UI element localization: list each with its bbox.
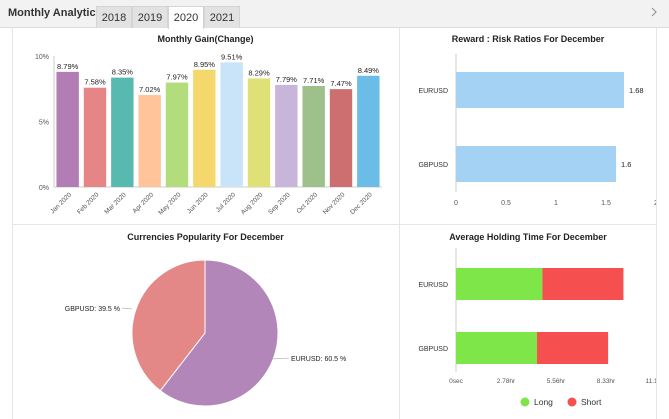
y-tick-label: 10% [35, 54, 49, 61]
bar-data-label: 8.49% [358, 66, 380, 75]
x-tick-label: Apr 2020 [131, 191, 155, 215]
x-tick-label: Jun 2020 [186, 191, 210, 215]
x-tick-label: Jul 2020 [215, 191, 238, 214]
bar [165, 82, 189, 187]
holding-time-title: Average Holding Time For December [449, 232, 607, 242]
y-tick-label: 0% [39, 185, 49, 192]
x-tick-label: Sep 2020 [267, 191, 292, 216]
legend-swatch [567, 397, 577, 407]
x-tick-label: Dec 2020 [349, 191, 374, 216]
x-tick-label: 2 [654, 200, 656, 207]
bar [275, 84, 298, 187]
bar [456, 72, 624, 108]
bar-data-label: 7.97% [166, 73, 188, 82]
holding-time-chart: EURUSD GBPUSD 0sec 2.78hr 5.56hr 8.33hr 11.11h… [418, 248, 656, 407]
y-tick-label: EURUSD [418, 282, 448, 289]
x-tick-label: 5.56hr [547, 378, 566, 385]
tab-2020[interactable]: 2020 [168, 6, 204, 29]
pie-slice-label: EURUSD: 60.5 % [291, 356, 346, 363]
monthly-gain-chart: 0% 5% 10% 8.79% Jan 2020 7.58% Feb 2020 8.35% Ma… [35, 52, 382, 217]
x-tick-label: 1 [554, 200, 558, 207]
x-tick-label: Nov 2020 [322, 191, 347, 216]
x-tick-label: 8.33hr [597, 378, 616, 385]
currencies-popularity-chart: EURUSD: 60.5 % GBPUSD: 39.5 % [65, 259, 346, 407]
top-bar: Monthly Analytics 2018 2019 2020 2021 [0, 0, 669, 29]
bar [329, 89, 353, 187]
tab-2019[interactable]: 2019 [132, 6, 168, 28]
y-tick-label: GBPUSD [418, 162, 448, 169]
x-tick-label: Feb 2020 [76, 191, 101, 216]
x-tick-label: Oct 2020 [295, 191, 319, 215]
bar-data-label: 9.51% [221, 52, 243, 61]
bar-data-label: 1.6 [621, 160, 631, 169]
bar-data-label: 7.58% [84, 78, 106, 87]
panel-divider-vertical [399, 28, 400, 419]
x-tick-label: Mar 2020 [103, 191, 128, 216]
x-tick-label: 0 [454, 200, 458, 207]
bar [302, 85, 325, 187]
panel-divider-horizontal [12, 224, 657, 225]
bar-short [542, 268, 624, 300]
pie-label-line [121, 307, 133, 310]
bar-data-label: 1.68 [629, 86, 644, 95]
bar [357, 75, 380, 187]
page-title: Monthly Analytics [8, 7, 102, 19]
x-tick-label: 1.5 [601, 200, 611, 207]
bar-data-label: 8.79% [57, 62, 79, 71]
bar [193, 69, 216, 187]
bar [138, 95, 161, 187]
bar-long [456, 332, 538, 364]
bar-data-label: 7.71% [303, 76, 325, 85]
bar [111, 77, 134, 187]
pie-slice-label: GBPUSD: 39.5 % [65, 306, 120, 313]
x-tick-label: 0sec [449, 378, 463, 385]
y-tick-label: 5% [39, 120, 49, 127]
bar [247, 78, 271, 187]
bar-data-label: 7.79% [276, 75, 298, 84]
y-tick-label: EURUSD [418, 88, 448, 95]
x-tick-label: Jan 2020 [49, 191, 73, 215]
bar-data-label: 7.47% [330, 79, 352, 88]
panel-border-left [12, 28, 13, 419]
bar-data-label: 8.29% [248, 68, 270, 77]
bar-data-label: 8.95% [194, 60, 216, 69]
x-tick-label: 11.11hr [645, 378, 656, 385]
bar-long [456, 268, 543, 300]
x-tick-label: Aug 2020 [240, 191, 265, 216]
x-tick-label: 2.78hr [497, 378, 516, 385]
tab-2018[interactable]: 2018 [96, 6, 132, 28]
bar [220, 62, 243, 187]
pie-slice [131, 259, 206, 392]
legend-label: Short [581, 397, 602, 407]
bar [56, 71, 79, 187]
pie-label-line [271, 357, 290, 360]
bar-short [537, 332, 609, 364]
bar [456, 146, 616, 182]
legend-swatch [520, 397, 530, 407]
x-tick-label: May 2020 [157, 191, 182, 216]
y-tick-label: GBPUSD [418, 346, 448, 353]
panel-border-right [656, 28, 657, 419]
currencies-popularity-title: Currencies Popularity For December [127, 232, 284, 242]
bar-data-label: 7.02% [139, 85, 161, 94]
legend-label: Long [534, 397, 553, 407]
reward-risk-title: Reward : Risk Ratios For December [451, 34, 605, 44]
bar-data-label: 8.35% [112, 68, 134, 77]
reward-risk-chart: 1.68 EURUSD 1.6 GBPUSD 0 0.5 1 1.5 2 [418, 54, 656, 207]
pie-slice [159, 259, 279, 407]
expand-icon[interactable] [647, 5, 661, 19]
monthly-gain-title: Monthly Gain(Change) [157, 34, 254, 44]
tab-2021[interactable]: 2021 [204, 6, 240, 28]
bar [83, 87, 107, 187]
x-tick-label: 0.5 [501, 200, 511, 207]
